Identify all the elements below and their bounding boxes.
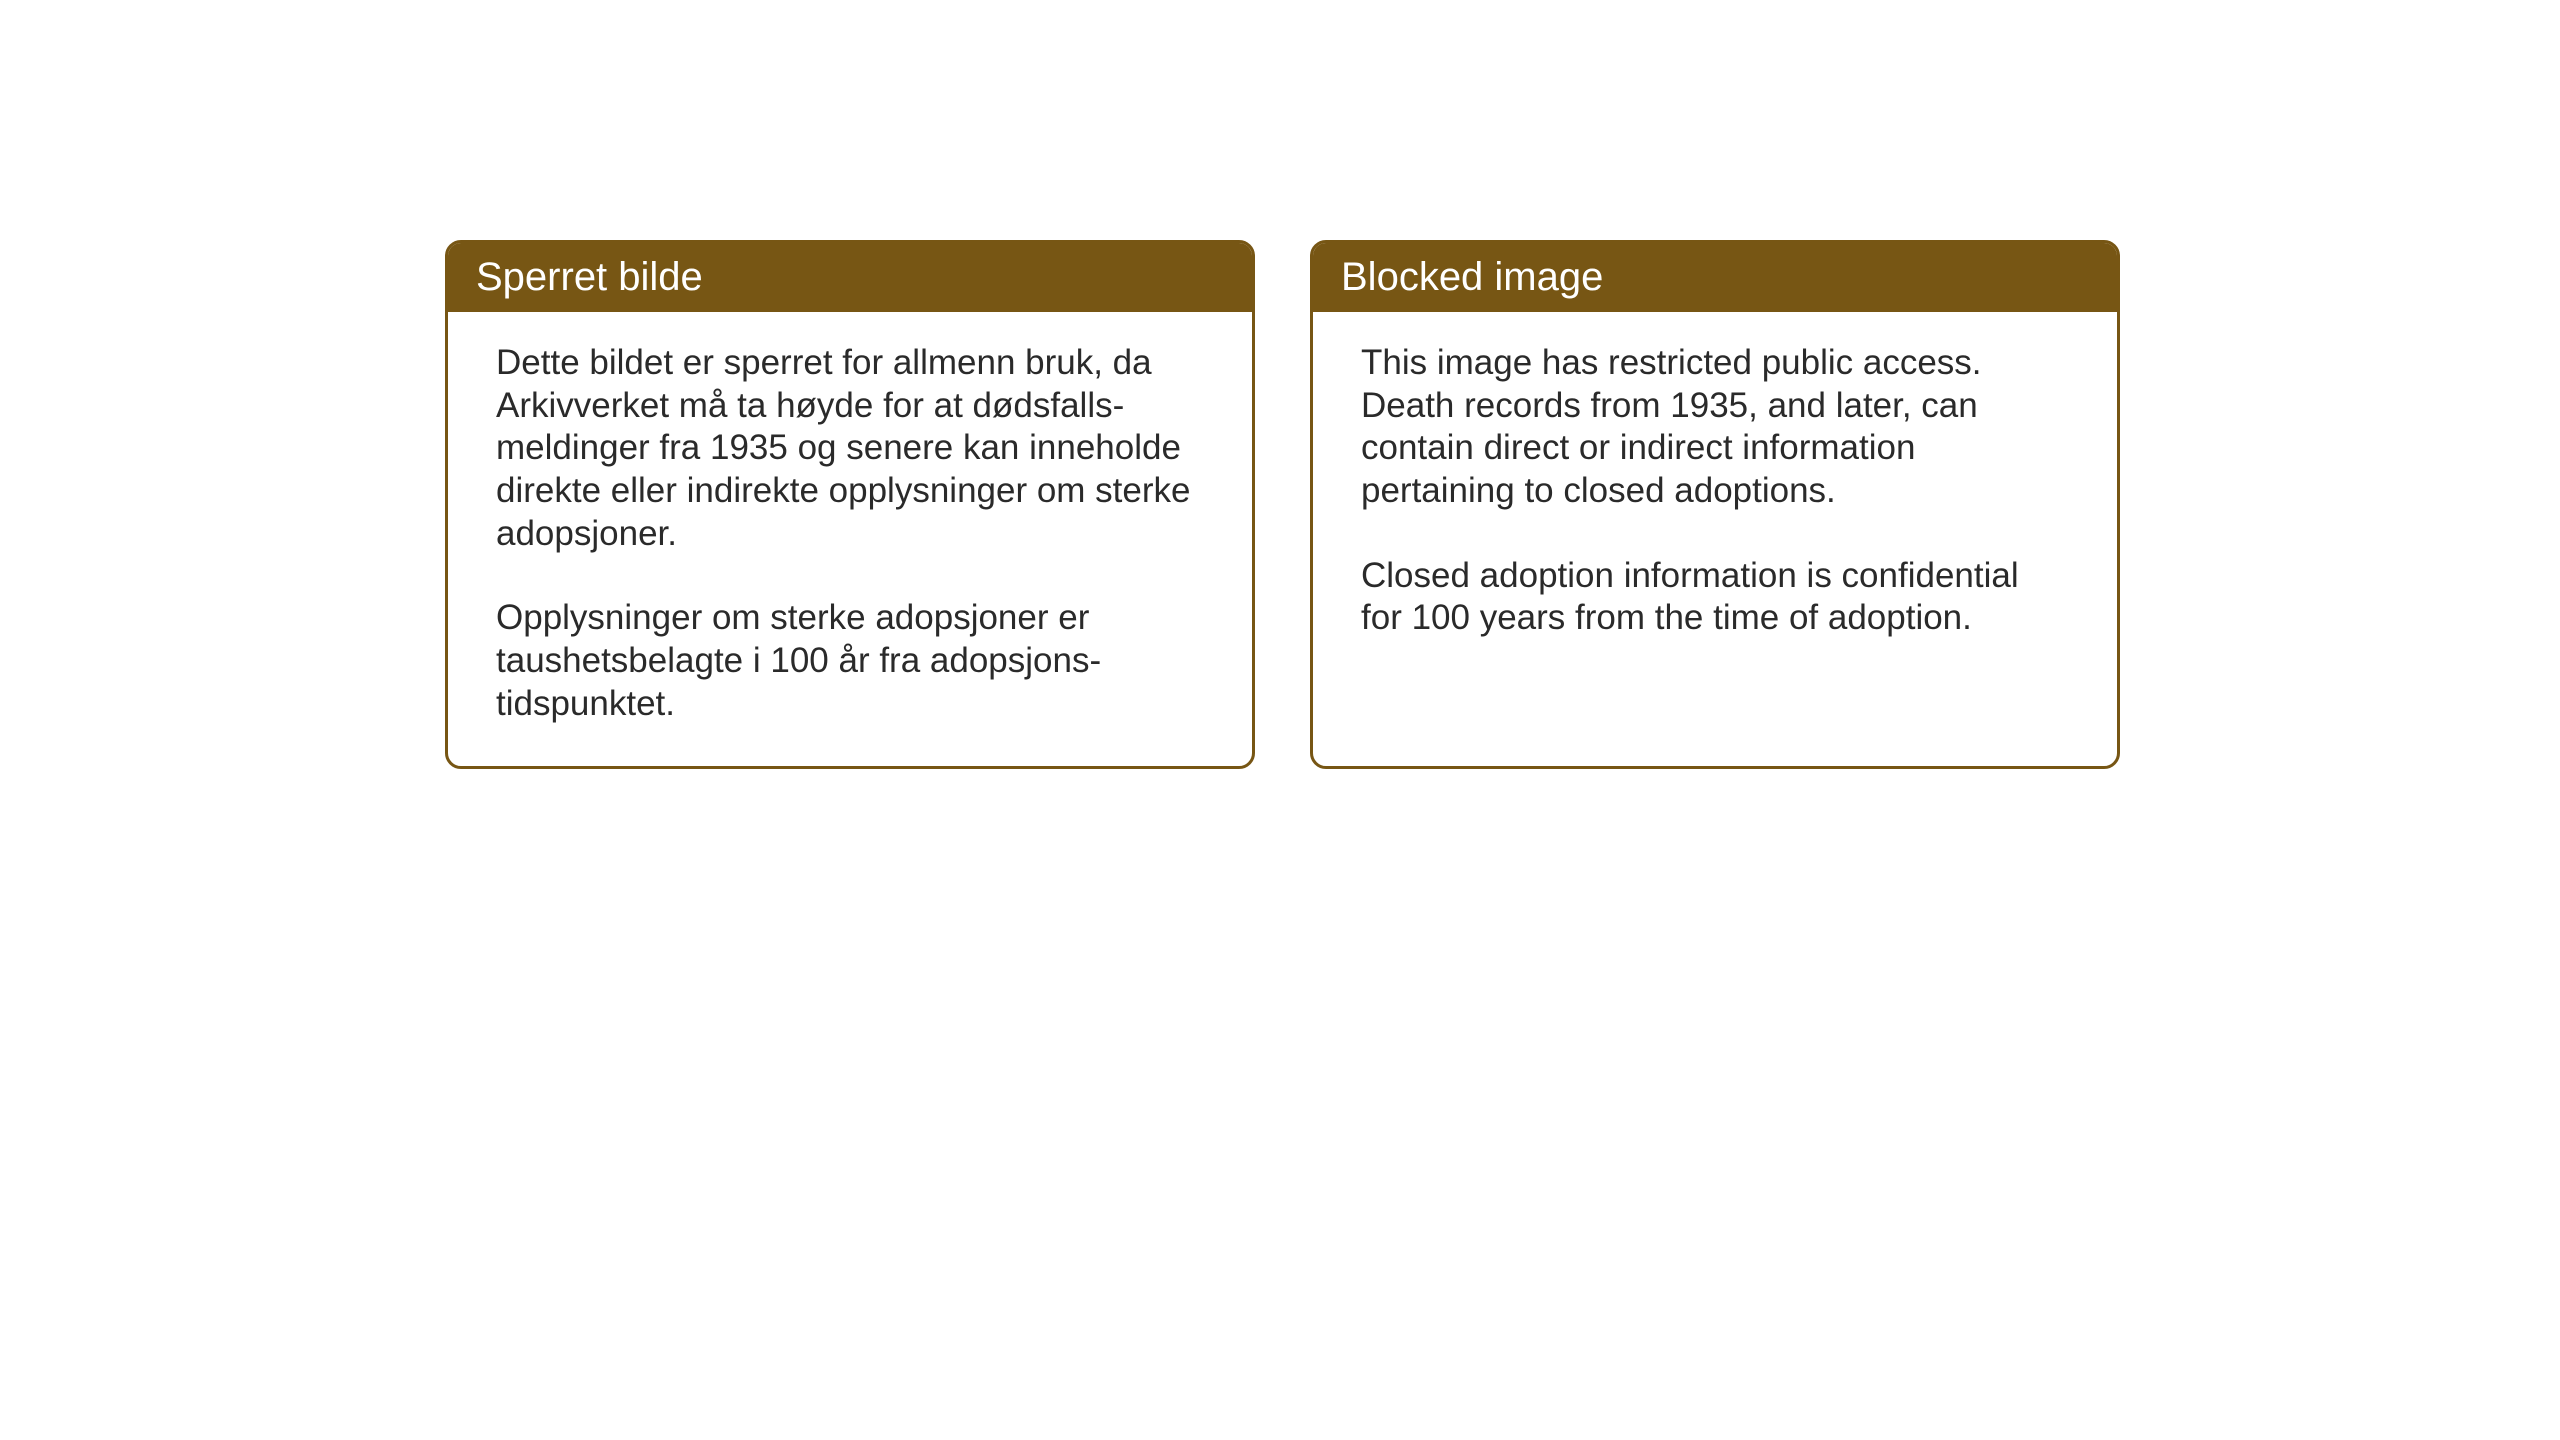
header-text-english: Blocked image — [1341, 255, 1603, 299]
header-text-norwegian: Sperret bilde — [476, 255, 703, 299]
paragraph-1-english: This image has restricted public access.… — [1361, 342, 2069, 513]
card-body-norwegian: Dette bildet er sperret for allmenn bruk… — [448, 312, 1252, 766]
notice-container: Sperret bilde Dette bildet er sperret fo… — [445, 240, 2120, 769]
card-header-english: Blocked image — [1313, 243, 2117, 312]
paragraph-2-norwegian: Opplysninger om sterke adopsjoner er tau… — [496, 597, 1204, 725]
card-english: Blocked image This image has restricted … — [1310, 240, 2120, 769]
card-header-norwegian: Sperret bilde — [448, 243, 1252, 312]
card-norwegian: Sperret bilde Dette bildet er sperret fo… — [445, 240, 1255, 769]
paragraph-1-norwegian: Dette bildet er sperret for allmenn bruk… — [496, 342, 1204, 555]
card-body-english: This image has restricted public access.… — [1313, 312, 2117, 680]
paragraph-2-english: Closed adoption information is confident… — [1361, 555, 2069, 640]
